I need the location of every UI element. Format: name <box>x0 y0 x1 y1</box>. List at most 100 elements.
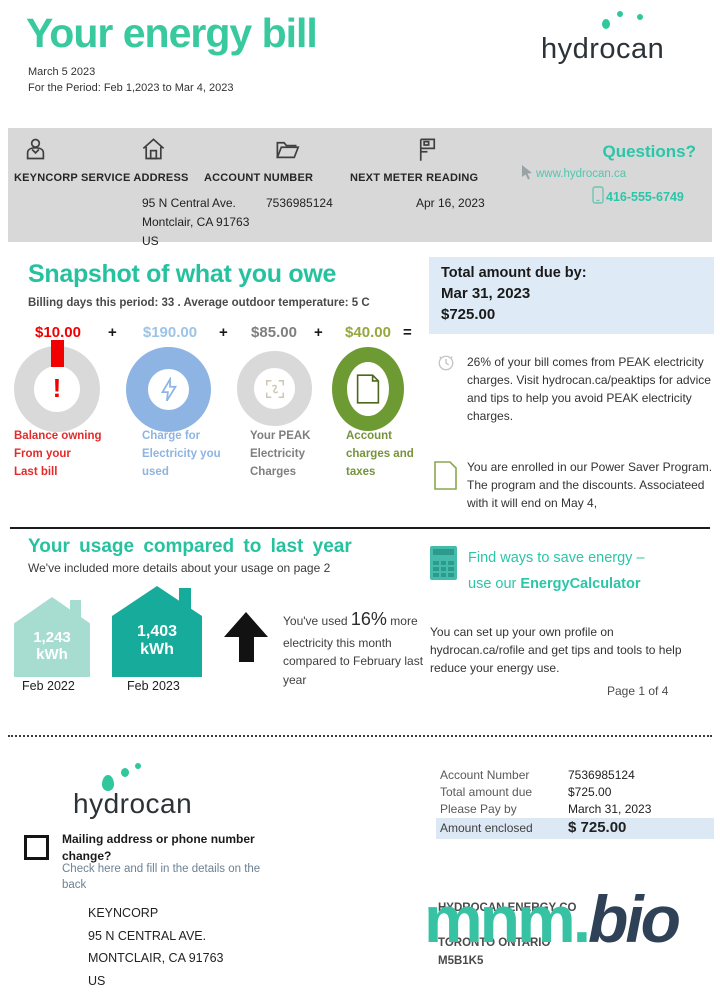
peak-note: 26% of your bill comes from PEAK electri… <box>467 355 711 423</box>
phone-icon <box>592 186 604 204</box>
folder-icon <box>276 141 300 159</box>
kwh-unit: kWh <box>36 646 68 664</box>
row-label: Please Pay by <box>440 801 517 816</box>
house-date-label: Feb 2022 <box>22 679 75 693</box>
peak-scan-icon <box>265 379 284 398</box>
label-line: Charge for <box>142 430 201 442</box>
row-label: Total amount due <box>440 784 533 799</box>
phone-number: 416-555-6749 <box>606 190 684 204</box>
address-change-checkbox[interactable] <box>24 835 49 860</box>
address-change-instructions: Check here and fill in the details on th… <box>62 863 261 892</box>
label-line: From your <box>14 447 71 460</box>
total-due-box: Total amount due by: Mar 31, 2023 $725.0… <box>429 257 714 334</box>
label-line: Account <box>346 430 392 442</box>
address-line: KEYNCORP <box>88 906 159 920</box>
section-divider <box>10 527 710 529</box>
electricity-label: Charge for Electricity you used <box>142 428 221 481</box>
balance-donut-segment <box>51 340 64 367</box>
house-date-label: Feb 2023 <box>127 679 180 693</box>
total-due-label: Total amount due by: <box>441 265 587 281</box>
billing-period: For the Period: Feb 1,2023 to Mar 4, 202… <box>28 82 234 94</box>
address-line: US <box>142 234 159 249</box>
service-address-label: KEYNCORP SERVICE ADDRESS <box>14 172 189 184</box>
usage-value: 1,403 kWh <box>112 623 202 660</box>
label-line: Your PEAK <box>250 430 311 442</box>
amount-balance: $10.00 <box>35 324 81 341</box>
service-address-value: 95 N Central Ave. Montclair, CA 91763 US <box>142 194 249 252</box>
row-value: $725.00 <box>568 784 612 799</box>
power-saver-note: You are enrolled in our Power Saver Prog… <box>467 460 713 510</box>
address-line: 95 N Central Ave. <box>142 196 236 210</box>
label-line: charges and <box>346 447 414 460</box>
row-value: March 31, 2023 <box>568 801 652 816</box>
label-line: Last bill <box>14 465 58 478</box>
logo-dot-icon <box>617 11 623 17</box>
logo-dot-icon <box>135 763 141 769</box>
amount-charges: $40.00 <box>345 324 391 341</box>
address-line: 95 N CENTRAL AVE. <box>88 928 207 943</box>
increase-arrow-icon <box>224 612 268 662</box>
change-percent: 16% <box>350 609 387 629</box>
cursor-icon <box>522 165 532 180</box>
due-date: Mar 31, 2023 <box>441 285 531 302</box>
page-title: Your energy bill <box>26 10 318 56</box>
save-energy-text: Find ways to save energy – use our Energ… <box>468 545 716 597</box>
snapshot-subtext: Billing days this period: 33 . Average o… <box>28 297 370 309</box>
plus-operator: + <box>108 324 117 341</box>
address-line: MONTCLAIR, CA 91763 <box>88 951 224 965</box>
balance-label: Balance owning From your Last bill <box>14 428 102 481</box>
row-value: 7536985124 <box>568 767 635 782</box>
watermark-dot: . <box>572 882 591 956</box>
table-row: Total amount due $725.00 <box>436 783 714 800</box>
row-value: $ 725.00 <box>568 819 627 836</box>
tear-off-line <box>8 735 712 737</box>
snapshot-heading: Snapshot of what you owe <box>28 260 337 288</box>
clock-icon <box>438 355 454 371</box>
change-suffix: more electricity this month compared to … <box>283 614 424 688</box>
address-line: M5B1K5 <box>438 954 484 967</box>
usage-value: 1,243 kWh <box>14 629 90 664</box>
watermark-bio: bio <box>588 882 681 956</box>
page-number: Page 1 of 4 <box>607 684 669 698</box>
save-line1: Find ways to save energy – <box>468 550 645 566</box>
amount-electricity: $190.00 <box>142 324 198 341</box>
charges-label: Account charges and taxes <box>346 428 414 481</box>
electricity-donut <box>126 347 211 432</box>
lightning-icon <box>160 376 177 401</box>
account-number-label: ACCOUNT NUMBER <box>204 172 314 184</box>
kwh-unit: kWh <box>140 641 174 659</box>
address-change-title: Mailing address or phone number change? <box>62 832 255 864</box>
address-line: Montclair, CA 91763 <box>142 215 250 230</box>
meter-flag-icon <box>419 138 436 161</box>
equals-operator: = <box>403 324 412 341</box>
hydrocan-logo: hydrocan <box>538 4 713 66</box>
website-link[interactable]: www.hydrocan.ca <box>536 168 627 180</box>
document-icon <box>356 374 380 404</box>
label-line: Electricity you <box>142 447 221 460</box>
meter-reading-label: NEXT METER READING <box>350 172 479 184</box>
usage-house-this-year: 1,403 kWh <box>112 586 202 677</box>
account-number-value: 7536985124 <box>266 196 333 210</box>
peak-label: Your PEAK Electricity Charges <box>250 428 311 481</box>
chimney-shape <box>70 600 81 624</box>
logo-dot-icon <box>102 775 114 791</box>
hydrocan-logo: hydrocan <box>60 758 235 820</box>
change-prefix: You've used <box>283 614 351 628</box>
label-line: Charges <box>250 465 297 478</box>
logo-dot-icon <box>602 19 610 29</box>
logo-dot-icon <box>637 14 643 20</box>
amount-peak: $85.00 <box>251 324 297 341</box>
table-row: Account Number 7536985124 <box>436 766 714 783</box>
address-line: TORONTO ONTARIO <box>438 936 551 949</box>
power-saver-icon <box>434 461 457 490</box>
total-amount: $725.00 <box>441 306 496 323</box>
house-icon <box>142 138 165 160</box>
watermark-mnm: mnm <box>424 882 576 956</box>
row-label: Account Number <box>440 767 530 782</box>
label-line: used <box>142 465 169 478</box>
address-line: HYDROCAN ENERGY CO <box>438 902 577 914</box>
customer-address: KEYNCORP 95 N CENTRAL AVE. MONTCLAIR, CA… <box>88 902 223 992</box>
label-line: Balance owning <box>14 430 102 442</box>
row-label: Amount enclosed <box>440 821 533 835</box>
calculator-icon <box>430 546 457 580</box>
